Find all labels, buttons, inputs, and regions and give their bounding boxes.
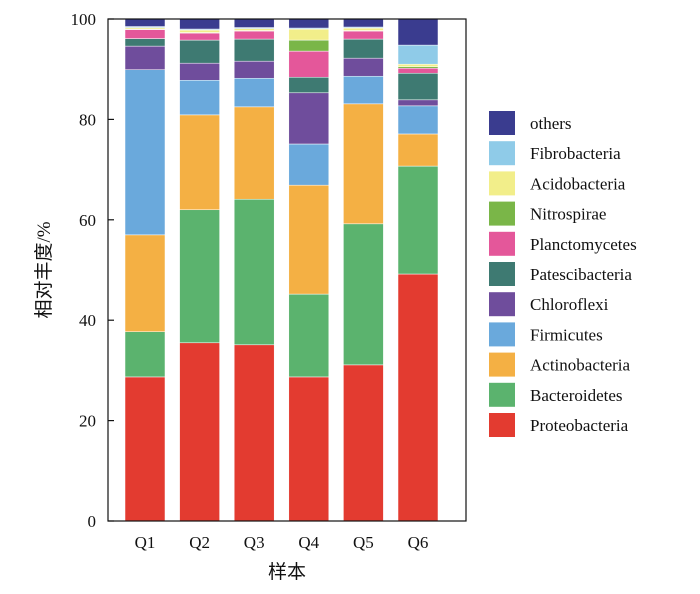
legend-label-planctomycetes: Planctomycetes — [530, 235, 637, 254]
bar-q3-acidobacteria — [233, 28, 275, 31]
x-tick-label-q3: Q3 — [244, 533, 265, 552]
legend-swatch-actinobacteria — [489, 352, 515, 377]
bar-q4-planctomycetes — [288, 50, 330, 78]
bar-q6-others — [397, 18, 439, 46]
bar-q6-firmicutes — [397, 105, 439, 135]
bar-q3-firmicutes — [233, 77, 275, 108]
bar-q2-proteobacteria — [179, 342, 220, 522]
bar-q1-proteobacteria — [124, 376, 166, 522]
y-tick-label: 80 — [79, 110, 96, 129]
bar-q4-others — [288, 18, 330, 29]
y-tick-label: 40 — [79, 311, 96, 330]
x-axis-tick-labels: Q1 Q2 Q3 Q4 Q5 Q6 — [135, 533, 429, 552]
bar-q5-patescibacteria — [343, 38, 384, 59]
x-tick-label-q1: Q1 — [135, 533, 156, 552]
legend-label-firmicutes: Firmicutes — [530, 325, 603, 344]
bar-q4-actinobacteria — [288, 184, 330, 295]
legend-swatch-nitrospirae — [489, 201, 515, 226]
y-tick-label: 100 — [71, 10, 97, 29]
legend-label-patescibacteria: Patescibacteria — [530, 265, 632, 284]
bar-q2-acidobacteria — [179, 29, 220, 33]
bar-q5-proteobacteria — [343, 364, 384, 522]
bar-group — [124, 18, 439, 522]
x-tick-label-q5: Q5 — [353, 533, 374, 552]
y-axis-ticks: 0 20 40 60 80 100 — [71, 10, 114, 531]
bar-q1-patescibacteria — [124, 38, 166, 47]
bar-q5-planctomycetes — [343, 30, 384, 40]
legend-swatch-firmicutes — [489, 322, 515, 347]
bar-q3-others — [233, 18, 275, 28]
y-tick-label: 60 — [79, 211, 96, 230]
bar-q6-proteobacteria — [397, 273, 439, 522]
bar-q2-patescibacteria — [179, 39, 220, 64]
bar-q6-patescibacteria — [397, 72, 439, 101]
bar-q3-proteobacteria — [233, 344, 275, 522]
legend-swatch-chloroflexi — [489, 292, 515, 317]
bar-q5-chloroflexi — [343, 57, 384, 77]
bar-q1-chloroflexi — [124, 45, 166, 70]
bar-q6-acidobacteria — [397, 63, 439, 67]
legend-swatch-bacteroidetes — [489, 382, 515, 407]
legend-label-fibrobacteria: Fibrobacteria — [530, 144, 621, 163]
bar-q6-actinobacteria — [397, 133, 439, 167]
bar-q2-bacteroidetes — [179, 209, 220, 344]
bar-q4-bacteroidetes — [288, 293, 330, 378]
y-tick-label: 20 — [79, 412, 96, 431]
bar-q4-patescibacteria — [288, 76, 330, 94]
bar-q1-actinobacteria — [124, 234, 166, 332]
bar-q4-acidobacteria — [288, 28, 330, 41]
x-axis-title: 样本 — [268, 561, 306, 583]
legend-label-actinobacteria: Actinobacteria — [530, 356, 631, 375]
x-tick-label-q6: Q6 — [408, 533, 429, 552]
bar-q6-fibrobacteria — [397, 44, 439, 65]
bar-q3-actinobacteria — [233, 106, 275, 200]
bar-q6-chloroflexi — [397, 99, 439, 107]
bar-q2-others — [179, 18, 220, 30]
bar-q3-planctomycetes — [233, 30, 275, 40]
bar-q4-firmicutes — [288, 143, 330, 186]
x-tick-label-q4: Q4 — [298, 533, 319, 552]
bar-q3-patescibacteria — [233, 38, 275, 62]
legend-swatch-fibrobacteria — [489, 141, 515, 166]
bar-q4-proteobacteria — [288, 376, 330, 522]
bar-q3-bacteroidetes — [233, 198, 275, 346]
bar-q5-firmicutes — [343, 75, 384, 105]
bar-q3-chloroflexi — [233, 60, 275, 79]
legend-label-proteobacteria: Proteobacteria — [530, 416, 629, 435]
bar-q4-nitrospirae — [288, 39, 330, 52]
bar-q1-others — [124, 18, 166, 27]
legend-label-nitrospirae: Nitrospirae — [530, 205, 606, 224]
bar-q2-chloroflexi — [179, 62, 220, 81]
bar-q2-actinobacteria — [179, 114, 220, 211]
y-axis-title: 相对丰度/% — [33, 221, 55, 318]
bar-q5-others — [343, 18, 384, 28]
legend: others Fibrobacteria Acidobacteria Nitrospi… — [489, 111, 637, 437]
legend-label-bacteroidetes: Bacteroidetes — [530, 386, 623, 405]
legend-swatch-others — [489, 111, 515, 135]
bar-q2-firmicutes — [179, 79, 220, 116]
bar-q5-actinobacteria — [343, 103, 384, 225]
bar-q5-acidobacteria — [343, 27, 384, 31]
y-tick-label: 0 — [88, 512, 97, 531]
legend-swatch-planctomycetes — [489, 231, 515, 256]
legend-swatch-proteobacteria — [489, 413, 515, 437]
bar-q1-firmicutes — [124, 69, 166, 236]
legend-label-others: others — [530, 114, 572, 133]
bar-q1-bacteroidetes — [124, 331, 166, 378]
bar-q4-chloroflexi — [288, 92, 330, 145]
legend-label-acidobacteria: Acidobacteria — [530, 174, 626, 193]
bar-q1-planctomycetes — [124, 29, 166, 39]
bar-q6-planctomycetes — [397, 67, 439, 74]
legend-swatch-patescibacteria — [489, 262, 515, 286]
x-tick-label-q2: Q2 — [189, 533, 210, 552]
bar-q5-bacteroidetes — [343, 223, 384, 366]
legend-label-chloroflexi: Chloroflexi — [530, 295, 609, 314]
plot-frame — [107, 18, 467, 522]
bar-q6-bacteroidetes — [397, 165, 439, 275]
bar-q2-planctomycetes — [179, 32, 220, 41]
legend-swatch-acidobacteria — [489, 171, 515, 196]
